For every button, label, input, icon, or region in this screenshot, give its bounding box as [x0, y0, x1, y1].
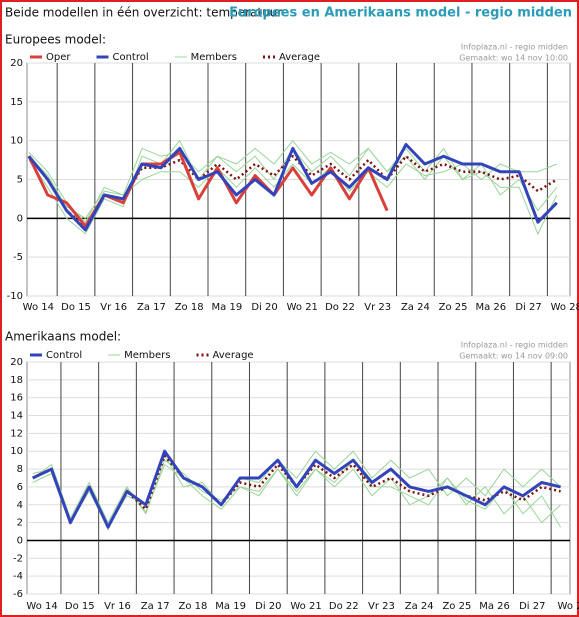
legend-label: Average	[279, 52, 320, 63]
y-tick-label: -4	[13, 571, 23, 582]
x-tick-label: Zo 18	[178, 601, 207, 612]
x-tick-label: Vr 16	[104, 601, 131, 612]
y-tick-label: 2	[17, 518, 23, 529]
legend-label: Members	[124, 350, 170, 361]
y-tick-label: 5	[17, 175, 23, 186]
x-tick-label: Di 20	[251, 302, 277, 313]
x-tick-label: Vr 23	[368, 601, 395, 612]
y-tick-label: 10	[10, 446, 23, 457]
x-tick-label: Za 17	[141, 601, 170, 612]
legend-label: Members	[191, 52, 237, 63]
y-tick-label: 20	[10, 357, 23, 368]
x-tick-label: Do 22	[329, 601, 359, 612]
y-tick-label: -10	[7, 291, 23, 302]
x-tick-label: Do 15	[61, 302, 91, 313]
legend-label: Average	[213, 350, 254, 361]
x-tick-label: Zo 25	[439, 302, 468, 313]
member-line	[28, 140, 558, 235]
x-tick-label: Ma 26	[479, 601, 510, 612]
page-title: Beide modellen in één overzicht: tempera…	[5, 6, 282, 20]
y-tick-label: 15	[10, 97, 23, 108]
x-tick-label: Do 22	[325, 302, 355, 313]
y-tick-label: 20	[10, 58, 23, 69]
y-tick-label: 0	[17, 535, 23, 546]
y-tick-label: 0	[17, 213, 23, 224]
legend-label: Control	[112, 52, 148, 63]
member-line	[28, 155, 557, 219]
series-line	[32, 449, 561, 529]
series-line	[27, 154, 558, 228]
x-tick-label: Wo 28	[551, 302, 579, 313]
x-tick-label: Ma 19	[212, 302, 243, 313]
plot-area	[26, 361, 571, 595]
y-tick-label: 16	[10, 393, 23, 404]
y-tick-label: 4	[17, 500, 23, 511]
x-tick-label: Di 27	[515, 302, 541, 313]
x-tick-label: Ma 26	[475, 302, 506, 313]
x-tick-label: Wo 14	[26, 601, 57, 612]
y-tick-label: -6	[13, 589, 23, 600]
legend-label: Control	[46, 350, 82, 361]
made: Gemaakt: wo 14 nov 10:00	[459, 54, 568, 63]
y-tick-label: 10	[10, 136, 23, 147]
made: Gemaakt: wo 14 nov 09:00	[459, 352, 568, 361]
legend-label: Oper	[46, 52, 71, 63]
x-tick-label: Di 27	[519, 601, 545, 612]
x-tick-label: Za 24	[401, 302, 430, 313]
y-tick-label: 18	[10, 375, 23, 386]
source: Infoplaza.nl - regio midden	[461, 43, 568, 52]
panel-label: Europees model:	[5, 33, 106, 47]
series-line	[27, 143, 558, 232]
y-tick-label: -2	[13, 553, 23, 564]
x-tick-label: Zo 25	[442, 601, 471, 612]
x-tick-label: Wo 21	[287, 302, 318, 313]
y-tick-label: 8	[17, 464, 23, 475]
x-tick-label: Vr 23	[364, 302, 391, 313]
y-tick-label: 12	[10, 428, 23, 439]
x-tick-label: Vr 16	[100, 302, 127, 313]
y-tick-label: -5	[13, 252, 23, 263]
x-tick-label: Wo 14	[23, 302, 54, 313]
x-tick-label: Do 15	[65, 601, 95, 612]
x-tick-label: Zo 18	[175, 302, 204, 313]
y-tick-label: 14	[10, 411, 23, 422]
panel-label: Amerikaans model:	[5, 330, 121, 344]
x-tick-label: Ma 19	[215, 601, 246, 612]
y-tick-label: 6	[17, 482, 23, 493]
source: Infoplaza.nl - regio midden	[461, 341, 568, 350]
x-tick-label: Wo 21	[290, 601, 321, 612]
x-tick-label: Wo 2	[558, 601, 579, 612]
x-tick-label: Di 20	[255, 601, 281, 612]
x-tick-label: Za 24	[405, 601, 434, 612]
page-subtitle: Europees en Amerikaans model - regio mid…	[229, 6, 572, 21]
x-tick-label: Za 17	[137, 302, 166, 313]
